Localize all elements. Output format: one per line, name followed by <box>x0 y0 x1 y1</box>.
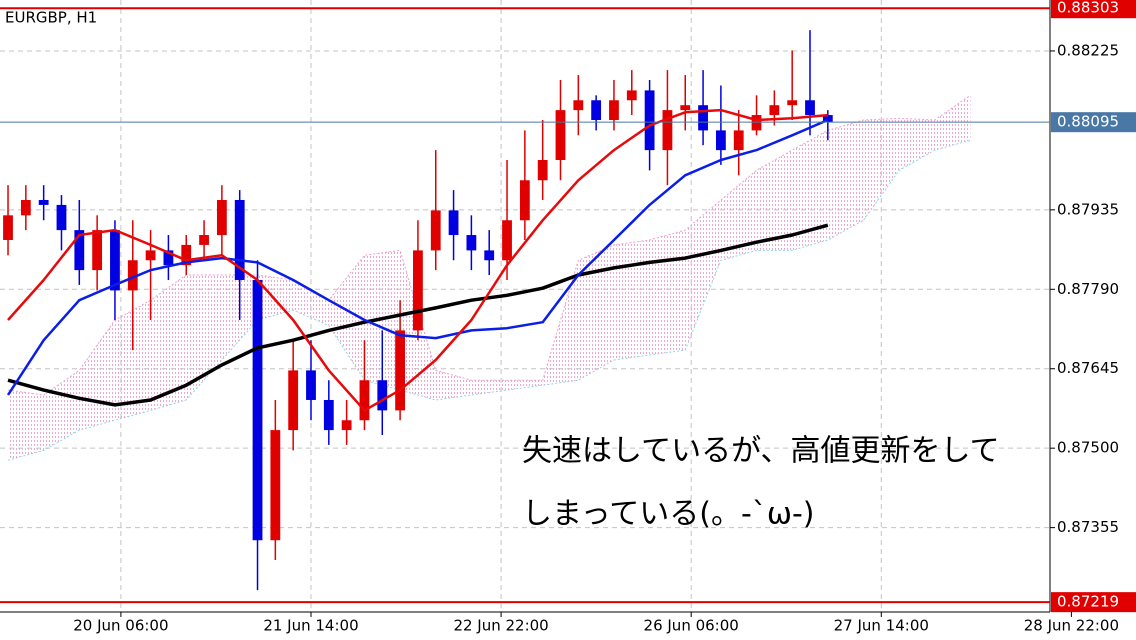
candle-body <box>74 230 85 271</box>
y-tick-label: 0.87355 <box>1057 518 1119 536</box>
candle-body <box>110 230 120 291</box>
candle-body <box>537 159 548 181</box>
candle-body <box>555 110 566 160</box>
candle-body <box>413 250 423 331</box>
candle-body <box>38 199 49 205</box>
candle-body <box>127 260 138 291</box>
price-label-box <box>1051 592 1136 613</box>
price-label-box <box>1051 112 1136 133</box>
ma-line <box>7 108 828 412</box>
candle-body <box>181 244 192 266</box>
y-tick-label: 0.87790 <box>1057 280 1119 298</box>
y-tick-label: 0.87500 <box>1057 439 1119 457</box>
candle-body <box>698 105 708 131</box>
candle-body <box>644 90 655 151</box>
candle-body <box>341 420 352 431</box>
candle-body <box>20 199 31 216</box>
cloud-span-b <box>7 139 971 461</box>
y-tick-label: 0.87935 <box>1057 200 1119 218</box>
candle-body <box>751 115 762 131</box>
candle-body <box>377 380 388 411</box>
candle-body <box>323 399 334 431</box>
ma-line <box>7 223 829 407</box>
price-label: 0.88303 <box>1057 0 1119 17</box>
candle-body <box>234 199 245 280</box>
candle-body <box>92 230 103 271</box>
candle-body <box>56 204 67 231</box>
plot <box>0 0 1050 612</box>
candle-body <box>466 235 477 251</box>
x-tick-label: 21 Jun 14:00 <box>263 617 358 635</box>
candle-body <box>359 380 370 421</box>
candle-body <box>270 430 281 541</box>
annotation: 失速はしているが、高値更新をして <box>522 434 1000 469</box>
candle-body <box>573 100 584 111</box>
candle-body <box>448 210 459 236</box>
candle-body <box>3 215 13 240</box>
candle-body <box>626 90 637 101</box>
candle-body <box>519 180 530 221</box>
x-tick-label: 27 Jun 14:00 <box>834 617 929 635</box>
candle-body <box>502 220 512 261</box>
candle-body <box>680 105 691 111</box>
candle-body <box>787 100 798 106</box>
candle-body <box>609 100 619 120</box>
y-tick-label: 0.87645 <box>1057 359 1119 377</box>
price-label-box <box>1051 0 1136 19</box>
candle-body <box>805 100 815 116</box>
candle-body <box>216 199 227 236</box>
candle-body <box>306 370 316 400</box>
candle-body <box>715 130 726 151</box>
candle-body <box>733 130 744 151</box>
price-label: 0.87219 <box>1057 593 1119 611</box>
candle-body <box>395 330 405 411</box>
candle-body <box>484 250 495 261</box>
chart-title: EURGBP, H1 <box>5 9 97 27</box>
candle-body <box>252 279 263 541</box>
candle-body <box>145 250 156 261</box>
candle-body <box>769 105 780 116</box>
price-label: 0.88095 <box>1057 113 1119 131</box>
cloud-area <box>8 95 971 461</box>
x-tick-label: 20 Jun 06:00 <box>73 617 168 635</box>
candle-body <box>288 370 299 431</box>
y-tick-label: 0.88225 <box>1057 41 1119 59</box>
candle-body <box>662 110 673 151</box>
x-tick-label: 22 Jun 22:00 <box>453 617 548 635</box>
candle-body <box>430 210 441 251</box>
candle-body <box>591 100 602 120</box>
ma-line <box>6 118 829 396</box>
x-tick-label: 28 Jun 22:00 <box>1024 617 1119 635</box>
candle-body <box>822 115 833 123</box>
candle-body <box>163 250 174 266</box>
annotation: しまっている(。-`ω-) <box>522 497 814 532</box>
x-tick-label: 26 Jun 06:00 <box>644 617 739 635</box>
candle-body <box>199 235 209 245</box>
